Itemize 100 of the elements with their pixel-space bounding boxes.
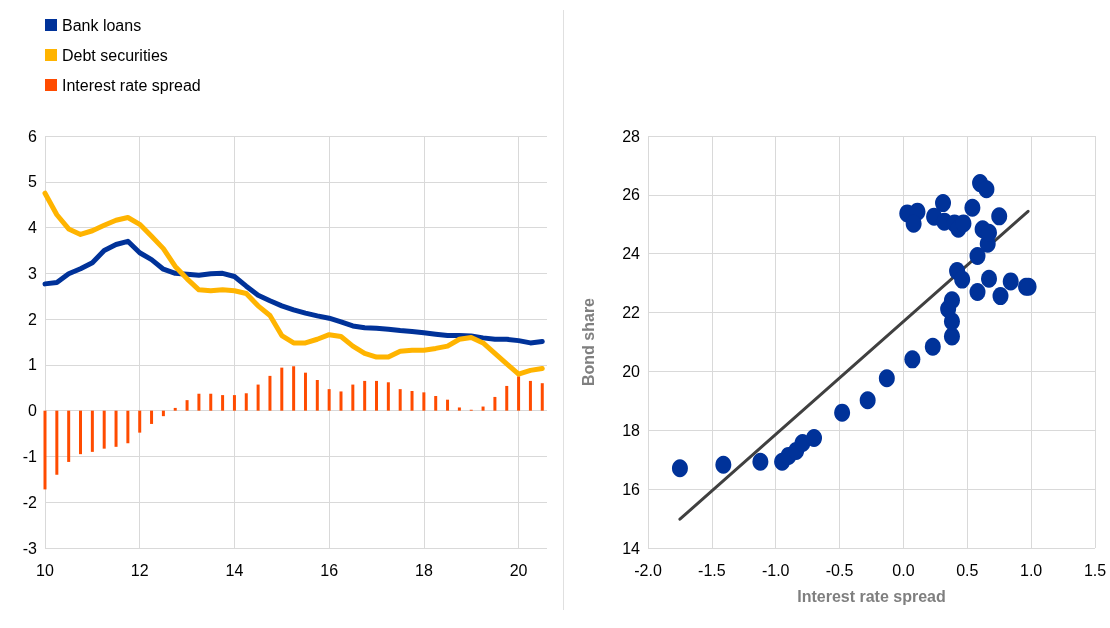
bar [102,410,106,449]
y-tick-label: 26 [622,186,641,204]
y-tick-label: 3 [28,264,38,282]
x-tick-label: -0.5 [825,561,854,579]
point [1002,272,1019,291]
y-tick-label: 24 [622,245,641,263]
point [878,369,895,388]
x-tick-label: -1.0 [761,561,790,579]
bar [315,380,319,411]
point [991,207,1008,226]
bar [327,389,331,411]
bar [493,396,497,411]
point [834,403,851,422]
point [943,327,960,346]
x-tick-label: 12 [130,561,149,579]
bar [481,406,485,411]
y-tick-label: 14 [622,539,641,557]
point [943,291,960,310]
bar [410,390,414,411]
bar [244,393,248,411]
x-tick-label: 1.0 [1020,561,1043,579]
bar [126,410,130,444]
bar [339,391,343,411]
point [935,194,952,213]
point [715,455,732,474]
bar [446,399,450,411]
bar [55,410,59,475]
point [752,452,769,471]
bar [150,410,154,424]
bar [79,410,83,455]
y-tick-label: 4 [28,219,38,237]
bar [90,410,94,452]
bar [457,407,461,411]
y-tick-label: -3 [22,539,38,557]
bar [303,372,307,411]
x-tick-label: -2.0 [634,561,662,579]
y-tick-label: 5 [28,173,38,191]
point [992,287,1009,306]
y-tick-label: 0 [28,402,38,420]
bar [386,382,390,411]
y-tick-label: 1 [28,356,38,374]
bar [221,395,225,411]
point [859,391,876,410]
x-tick-label: -1.5 [698,561,726,579]
point [969,247,986,266]
y-tick-label: 18 [622,421,641,439]
bar [517,376,521,411]
x-tick-label: 0.5 [956,561,979,579]
x-tick-label: 1.5 [1083,561,1107,579]
bar [351,384,355,411]
x-tick-label: 0.0 [892,561,915,579]
bar [256,384,260,411]
bar [398,389,402,411]
y-tick-label: 2 [28,310,38,328]
bar [422,392,426,411]
point [671,459,688,478]
bar [375,380,379,411]
bar [209,393,213,411]
y-tick-label: 6 [28,127,38,145]
x-tick-label: 18 [414,561,433,579]
y-tick-label: 22 [622,304,641,322]
bar [43,410,47,490]
point [954,270,971,289]
bar [185,400,189,411]
y-tick-label: -1 [22,447,38,465]
bar [161,410,165,417]
y-tick-label: 28 [622,127,641,145]
point [924,337,941,356]
bar [138,410,142,433]
y-axis-title: Bond share [579,297,597,387]
point [806,428,823,447]
legend-label: Interest rate spread [62,76,201,94]
bar [197,393,201,411]
bar [505,385,509,411]
x-tick-label: 14 [225,561,244,579]
legend-label: Debt securities [62,46,168,64]
bar [528,380,532,411]
bar [280,367,284,411]
y-tick-label: 16 [622,480,641,498]
bar [540,383,544,411]
y-tick-label: -2 [22,493,38,511]
y-tick-label: 20 [622,362,641,380]
bar [173,407,177,411]
legend-label: Bank loans [62,16,142,34]
bar [114,410,118,447]
bar [268,375,272,411]
bar [292,366,296,411]
point [981,269,997,288]
point [964,198,981,217]
bar [434,396,438,411]
x-tick-label: 16 [320,561,339,579]
bar [232,395,236,411]
bar [363,380,367,411]
x-tick-label: 10 [36,561,54,579]
point [978,180,995,199]
point [904,350,921,369]
x-axis-title: Interest rate spread [797,587,946,605]
bar [67,410,71,462]
point [969,282,986,301]
x-tick-label: 20 [509,561,528,579]
